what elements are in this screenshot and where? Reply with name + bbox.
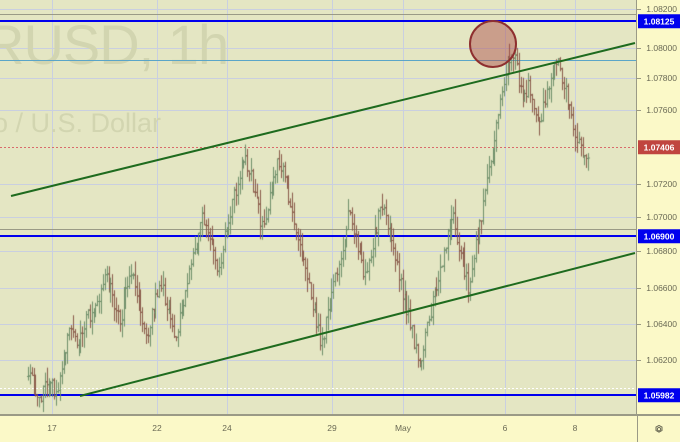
price-axis-tick-label: 1.07800 [646, 73, 677, 83]
time-axis-tick-label: 6 [502, 423, 508, 433]
axis-corner-settings[interactable] [637, 416, 680, 442]
price-tick-mark [637, 78, 641, 79]
price-axis-tick-label: 1.06200 [646, 355, 677, 365]
time-axis-tick-label: 17 [47, 423, 57, 433]
price-tick-mark [637, 324, 641, 325]
current-price-badge[interactable]: 1.07406 [638, 140, 680, 154]
time-axis[interactable]: 17 22 24 29 May 6 8 [0, 415, 680, 442]
level-price-badge[interactable]: 1.08125 [638, 14, 680, 28]
price-axis-tick-label: 1.06600 [646, 283, 677, 293]
price-axis-tick-label: 1.07600 [646, 105, 677, 115]
price-tick-mark [637, 360, 641, 361]
price-axis-tick-label: 1.08000 [646, 43, 677, 53]
price-axis-tick-label: 1.06400 [646, 319, 677, 329]
price-tick-mark [637, 217, 641, 218]
price-axis[interactable]: 1.08200 1.08000 1.07800 1.07600 1.07200 1.070… [636, 0, 680, 415]
level-price-badge[interactable]: 1.06900 [638, 229, 680, 243]
price-axis-tick-label: 1.07200 [646, 179, 677, 189]
time-axis-tick-label: May [394, 423, 412, 433]
price-tick-mark [637, 251, 641, 252]
time-axis-tick-label: 29 [327, 423, 337, 433]
price-axis-tick-label: 1.07000 [646, 212, 677, 222]
time-axis-tick-label: 8 [572, 423, 578, 433]
price-axis-tick-label: 1.06800 [646, 246, 677, 256]
time-axis-tick-label: 24 [222, 423, 232, 433]
chart-plot-area[interactable]: RUSD, 1h ro / U.S. Dollar [0, 0, 636, 415]
gear-icon[interactable] [652, 422, 666, 436]
pane-separator [0, 414, 680, 415]
price-tick-mark [637, 110, 641, 111]
level-price-badge[interactable]: 1.05982 [638, 388, 680, 402]
resistance-rejection-circle[interactable] [469, 20, 517, 68]
price-tick-mark [637, 184, 641, 185]
price-tick-mark [637, 9, 641, 10]
price-tick-mark [637, 48, 641, 49]
time-axis-tick-label: 22 [152, 423, 162, 433]
price-tick-mark [637, 288, 641, 289]
upper-channel-trendline[interactable] [10, 42, 636, 197]
lower-channel-trendline[interactable] [79, 252, 636, 397]
price-axis-tick-label: 1.08200 [646, 4, 677, 14]
trendline-layer [10, 42, 636, 397]
